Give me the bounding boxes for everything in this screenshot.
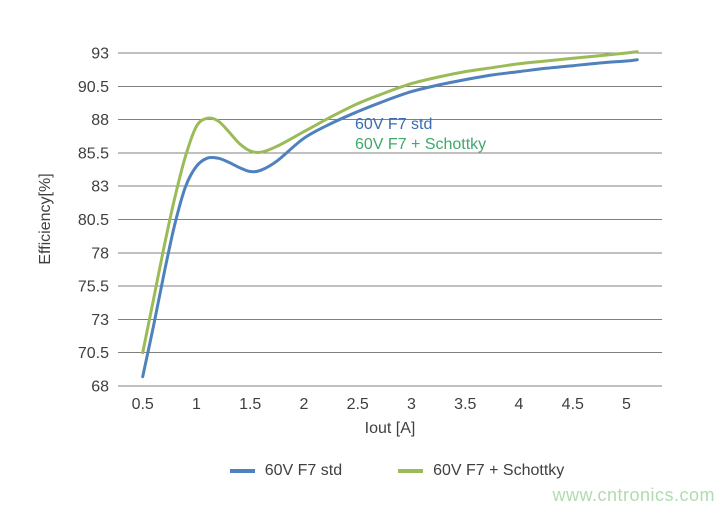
x-tick-label: 3: [407, 396, 416, 413]
y-axis-title: Efficiency[%]: [37, 173, 54, 265]
series-line-60v-f7-schottky: [141, 50, 639, 355]
legend-label: 60V F7 + Schottky: [433, 462, 565, 479]
y-tick-label: 93: [91, 46, 109, 63]
annotation-60v-f7-schottky: 60V F7 + Schottky: [355, 136, 487, 153]
x-tick-label: 1.5: [239, 396, 261, 413]
x-tick-label: 4: [515, 396, 524, 413]
y-tick-label: 73: [91, 312, 109, 329]
y-tick-label: 85.5: [78, 145, 109, 162]
y-tick-label: 80.5: [78, 212, 109, 229]
legend-item: 60V F7 + Schottky: [398, 462, 564, 480]
x-tick-label: 2: [300, 396, 309, 413]
y-tick-label: 88: [91, 112, 109, 129]
x-tick-label: 4.5: [562, 396, 584, 413]
y-tick-label: 90.5: [78, 79, 109, 96]
series-line-60v-f7-std: [141, 58, 639, 379]
x-tick-label: 2.5: [347, 396, 369, 413]
y-tick-label: 83: [91, 179, 109, 196]
x-axis-title: Iout [A]: [364, 420, 416, 437]
x-tick-label: 3.5: [454, 396, 476, 413]
annotation-60v-f7-std: 60V F7 std: [355, 116, 433, 133]
chart-legend: 60V F7 std 60V F7 + Schottky: [0, 462, 722, 480]
x-tick-label: 1: [192, 396, 201, 413]
legend-dash-icon: [398, 469, 424, 473]
x-tick-label: 5: [622, 396, 631, 413]
y-tick-label: 78: [91, 245, 109, 262]
legend-label: 60V F7 std: [264, 462, 343, 479]
y-tick-label: 70.5: [78, 345, 109, 362]
legend-dash-icon: [229, 469, 255, 473]
y-tick-label: 75.5: [78, 279, 109, 296]
y-tick-label: 68: [91, 379, 109, 396]
legend-item: 60V F7 std: [229, 462, 343, 480]
watermark: www.cntronics.com: [552, 485, 715, 505]
x-tick-label: 0.5: [132, 396, 154, 413]
